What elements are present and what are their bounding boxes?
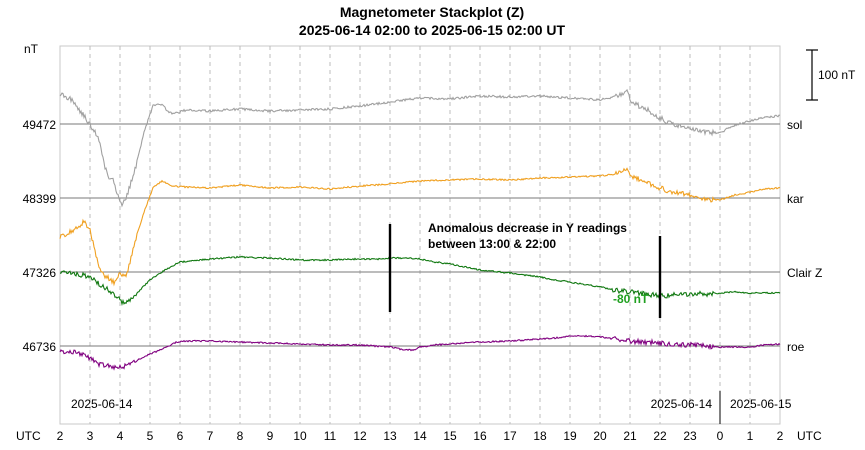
x-tick-label: 17 xyxy=(503,429,517,443)
x-tick-label: 5 xyxy=(147,429,154,443)
x-tick-labels: 2 3 4 5 6 7 8 9 10 11 12 13 14 15 16 17 18 19 20 21 22 23 0 1 2 xyxy=(57,429,784,443)
x-tick-label: 4 xyxy=(117,429,124,443)
x-axis-label-left: UTC xyxy=(16,429,41,443)
annotation-text-line1: Anomalous decrease in Y readings xyxy=(428,221,627,235)
x-tick-label: 19 xyxy=(563,429,577,443)
x-tick-label: 22 xyxy=(653,429,667,443)
x-tick-label: 1 xyxy=(747,429,754,443)
x-tick-label: 21 xyxy=(623,429,637,443)
x-tick-label: 14 xyxy=(413,429,427,443)
x-tick-label: 13 xyxy=(383,429,397,443)
date-label-end: 2025-06-15 xyxy=(730,397,792,411)
x-tick-label: 12 xyxy=(353,429,367,443)
trace-sol xyxy=(59,88,781,208)
x-tick-label: 10 xyxy=(293,429,307,443)
x-tick-label: 2 xyxy=(57,429,64,443)
x-tick-label: 6 xyxy=(177,429,184,443)
station-label: sol xyxy=(787,118,802,132)
baseline-value-label: 48399 xyxy=(23,192,57,206)
x-tick-label: 0 xyxy=(717,429,724,443)
baseline-value-label: 49472 xyxy=(23,118,57,132)
station-label: Clair Z xyxy=(787,266,822,280)
chart-subtitle: 2025-06-14 02:00 to 2025-06-15 02:00 UT xyxy=(299,22,566,38)
x-tick-label: 23 xyxy=(683,429,697,443)
baselines: 49472 sol 48399 kar 47326 Clair Z 46736 roe xyxy=(23,118,823,354)
station-label: roe xyxy=(787,340,805,354)
trace-kar xyxy=(59,167,781,287)
annotation-delta-label: -80 nT xyxy=(613,292,649,306)
scale-bar-label: 100 nT xyxy=(818,68,856,82)
date-label-mid: 2025-06-14 xyxy=(651,397,713,411)
vertical-gridlines xyxy=(89,46,751,424)
x-tick-label: 15 xyxy=(443,429,457,443)
x-tick-label: 16 xyxy=(473,429,487,443)
trace-roe xyxy=(59,334,781,371)
y-unit-label: nT xyxy=(24,42,39,56)
x-tick-label: 8 xyxy=(237,429,244,443)
annotation-markers xyxy=(388,224,662,318)
x-tick-label: 7 xyxy=(207,429,214,443)
baseline-value-label: 46736 xyxy=(23,340,57,354)
x-tick-label: 11 xyxy=(324,429,337,443)
x-tick-label: 2 xyxy=(777,429,784,443)
date-label-start: 2025-06-14 xyxy=(71,397,133,411)
station-label: kar xyxy=(787,192,804,206)
x-tick-label: 9 xyxy=(267,429,274,443)
x-tick-label: 18 xyxy=(533,429,547,443)
x-axis-label-right: UTC xyxy=(797,429,822,443)
x-tick-label: 20 xyxy=(593,429,607,443)
baseline-value-label: 47326 xyxy=(23,266,57,280)
x-tick-label: 3 xyxy=(87,429,94,443)
chart-title: Magnetometer Stackplot (Z) xyxy=(340,4,524,20)
annotation-text-line2: between 13:00 & 22:00 xyxy=(428,237,556,251)
